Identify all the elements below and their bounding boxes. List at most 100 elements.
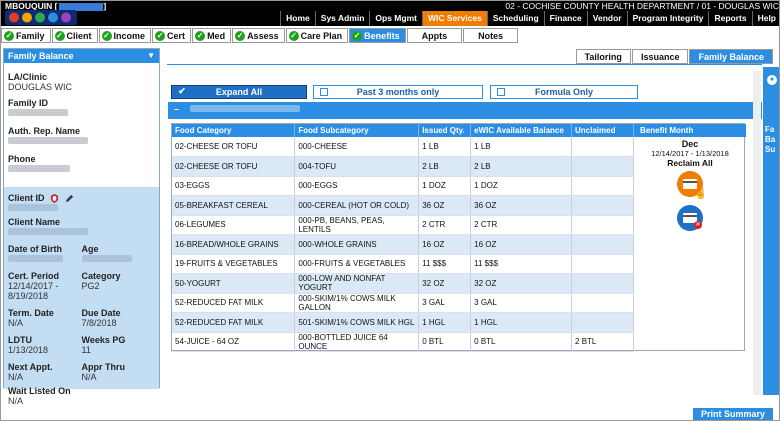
- term-due-row: Term. Date N/A Due Date 7/8/2018: [8, 305, 155, 328]
- tab-label: Notes: [478, 31, 504, 41]
- cell-subcategory: 000-CEREAL (HOT OR COLD): [294, 195, 420, 216]
- cell-balance: 36 OZ: [470, 195, 573, 216]
- tab-family[interactable]: ✓ Family: [1, 28, 51, 43]
- ldtu-weeks-row: LDTU 1/13/2018 Weeks PG 11: [8, 332, 155, 355]
- collapse-icon[interactable]: –: [174, 104, 180, 114]
- check-icon: ✓: [235, 31, 246, 41]
- tab-cert[interactable]: ✓ Cert: [152, 28, 192, 43]
- formula-only-toggle[interactable]: Formula Only: [490, 85, 638, 99]
- reclaim-card-button[interactable]: ☝: [677, 171, 707, 200]
- cell-subcategory: 000-WHOLE GRAINS: [294, 234, 420, 255]
- cell-issued: 16 OZ: [418, 234, 472, 255]
- tab-tailoring[interactable]: Tailoring: [575, 49, 631, 64]
- tab-label: Assess: [247, 31, 279, 41]
- tab-assess[interactable]: ✓ Assess: [232, 28, 285, 43]
- cell-unclaimed: [571, 273, 634, 294]
- nav-help[interactable]: Help: [751, 11, 779, 26]
- cell-issued: 32 OZ: [418, 273, 472, 294]
- cell-subcategory: 000-SKIM/1% COWS MILK GALLON: [294, 293, 420, 313]
- info-icon[interactable]: ●: [767, 75, 777, 85]
- table-row: 03-EGGS 000-EGGS 1 DOZ 1 DOZ: [172, 176, 634, 196]
- nav-reports[interactable]: Reports: [708, 11, 751, 26]
- check-icon: ✓: [352, 31, 363, 41]
- cell-category: 54-JUICE - 64 OZ: [172, 332, 296, 352]
- cert-period-end: 8/19/2018: [8, 291, 49, 302]
- cell-balance: 32 OZ: [470, 273, 573, 294]
- tab-income[interactable]: ✓ Income: [98, 28, 152, 43]
- col-issued-qty: Issued Qty.: [418, 124, 472, 137]
- cell-subcategory: 501-SKIM/1% COWS MILK HGL: [294, 312, 420, 333]
- cell-unclaimed: [571, 137, 634, 157]
- nav-program-integrity[interactable]: Program Integrity: [626, 11, 709, 26]
- hands-logo: [5, 10, 77, 25]
- client-accordion-header[interactable]: –: [168, 102, 762, 119]
- tab-client[interactable]: ✓ Client: [51, 28, 98, 43]
- next-appt-label: Next Appt.: [8, 362, 53, 373]
- auth-rep-redacted: [8, 136, 155, 146]
- cell-subcategory: 000-CHEESE: [294, 137, 420, 157]
- expand-all-label: Expand All: [215, 87, 263, 97]
- nav-finance[interactable]: Finance: [543, 11, 587, 26]
- nav-sys-admin[interactable]: Sys Admin: [314, 11, 370, 26]
- col-food-subcategory: Food Subcategory: [294, 124, 420, 137]
- past-3-months-toggle[interactable]: Past 3 months only: [313, 85, 483, 99]
- tab-benefits[interactable]: ✓ Benefits: [349, 28, 406, 43]
- cell-issued: 36 OZ: [418, 195, 472, 216]
- tab-label: Appts: [421, 31, 448, 41]
- cell-category: 03-EGGS: [172, 176, 296, 196]
- cell-issued: 1 HGL: [418, 312, 472, 333]
- nav-wic-services[interactable]: WIC Services: [421, 11, 487, 26]
- nav-ops-mgmt[interactable]: Ops Mgmt: [369, 11, 422, 26]
- table-row: 16-BREAD/WHOLE GRAINS 000-WHOLE GRAINS 16 …: [172, 234, 634, 255]
- cell-issued: 2 CTR: [418, 215, 472, 235]
- tab-med[interactable]: ✓ Med: [192, 28, 232, 43]
- vertical-scrollbar[interactable]: [753, 71, 761, 395]
- cell-balance: 16 OZ: [470, 234, 573, 255]
- tab-label: Cert: [167, 31, 186, 41]
- client-info-panel: Family Balance ▼ LA/Clinic DOUGLAS WIC F…: [3, 48, 160, 406]
- category-label: Category: [81, 271, 121, 282]
- cell-balance: 0 BTL: [470, 332, 573, 352]
- nav-vendor[interactable]: Vendor: [586, 11, 627, 26]
- pencil-icon[interactable]: [65, 194, 74, 203]
- tab-label: Care Plan: [300, 31, 343, 41]
- tab-appts[interactable]: Appts: [406, 28, 463, 43]
- phone-redacted: [8, 164, 155, 174]
- appr-thru-value: N/A: [81, 372, 97, 383]
- print-summary-button[interactable]: Print Summary: [692, 408, 773, 420]
- tab-care-plan[interactable]: ✓ Care Plan: [285, 28, 349, 43]
- expand-all-button[interactable]: ✔ Expand All: [171, 85, 307, 99]
- tab-label: Benefits: [364, 31, 400, 41]
- family-balance-summary-panel[interactable]: ● Fa Ba Su: [763, 67, 779, 395]
- card-icon: [683, 179, 697, 189]
- cell-category: 06-LEGUMES: [172, 215, 296, 235]
- hand-cursor-icon: ☝: [694, 189, 707, 200]
- chevron-down-icon[interactable]: ▼: [147, 51, 155, 60]
- table-row: 52-REDUCED FAT MILK 501-SKIM/1% COWS MILK…: [172, 312, 634, 333]
- void-card-button[interactable]: ✕: [677, 205, 703, 231]
- left-panel-header[interactable]: Family Balance ▼: [4, 49, 159, 63]
- edge-label-line2: Ba: [765, 135, 776, 144]
- nav-scheduling[interactable]: Scheduling: [486, 11, 544, 26]
- check-icon: ✓: [288, 31, 299, 41]
- cert-category-row: Cert. Period 12/14/2017 - 8/19/2018 Cate…: [8, 268, 155, 301]
- remove-icon: ✕: [694, 221, 702, 229]
- table-row: 02-CHEESE OR TOFU 004-TOFU 2 LB 2 LB: [172, 156, 634, 177]
- benefit-month-cell: Dec 12/14/2017 - 1/13/2018 Reclaim All ☝…: [634, 137, 746, 352]
- cell-balance: 11 $$$: [470, 254, 573, 274]
- tab-notes[interactable]: Notes: [463, 28, 519, 43]
- phone-label: Phone: [8, 154, 36, 164]
- tab-family-balance[interactable]: Family Balance: [689, 49, 773, 64]
- appr-thru-label: Appr Thru: [81, 362, 126, 373]
- client-details: Client ID Client Name Date of Birth Age …: [4, 187, 159, 406]
- cell-issued: 11 $$$: [418, 254, 472, 274]
- tab-label: Family: [16, 31, 45, 41]
- cell-balance: 2 CTR: [470, 215, 573, 235]
- cell-unclaimed: [571, 293, 634, 313]
- tab-issuance[interactable]: Issuance: [631, 49, 689, 64]
- shield-icon[interactable]: [50, 194, 59, 204]
- cell-balance: 1 LB: [470, 137, 573, 157]
- nav-home[interactable]: Home: [280, 11, 315, 26]
- client-name-redacted: [8, 227, 155, 237]
